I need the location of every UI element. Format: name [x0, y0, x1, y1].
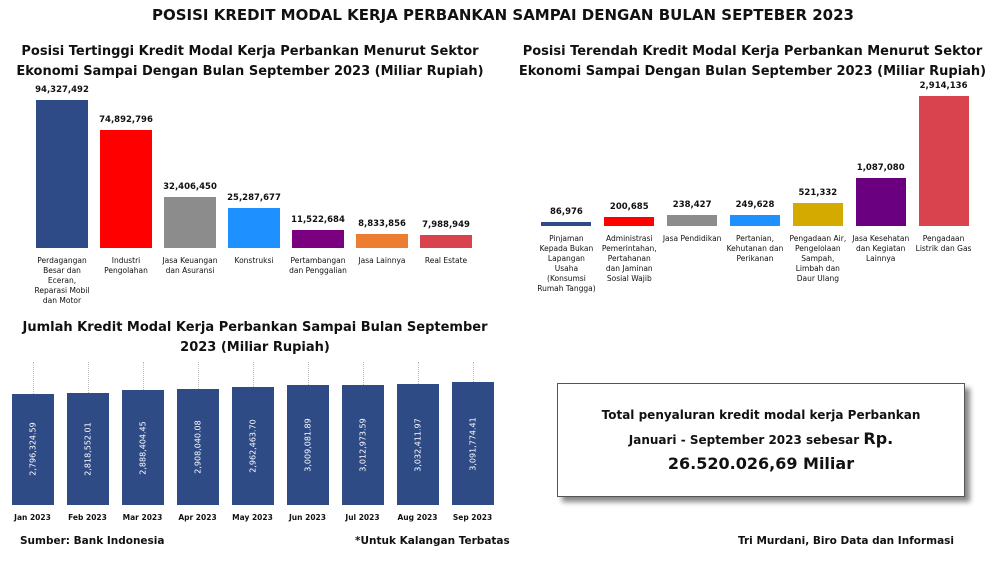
chart-title: Posisi Terendah Kredit Modal Kerja Perba…	[518, 44, 987, 79]
note: *Untuk Kalangan Terbatas	[355, 535, 510, 547]
guide-line	[197, 362, 199, 390]
x-tick-label: Jasa Keuangan dan Asuransi	[162, 256, 218, 275]
bar	[286, 385, 329, 505]
guide-line	[142, 362, 144, 391]
bar	[604, 217, 655, 226]
bar	[231, 387, 274, 505]
x-tick-label: Jasa Kesehatan dan Kegiatan Lainnya	[852, 234, 910, 263]
value-label: 521,332	[798, 187, 838, 198]
value-label: 2,818,552.01	[83, 422, 92, 476]
value-label: 249,628	[735, 199, 775, 210]
x-tick-label: Administrasi Pemerintahan, Pertahanan da…	[601, 234, 657, 283]
bar	[292, 229, 344, 248]
value-label: 3,012,973.59	[358, 418, 367, 472]
chart-title: Jumlah Kredit Modal Kerja Perbankan Samp…	[22, 320, 488, 355]
x-tick-label: Jan 2023	[14, 513, 51, 522]
bar	[730, 214, 780, 226]
value-label: 1,087,080	[856, 162, 905, 173]
value-label: 8,833,856	[358, 219, 406, 230]
x-tick-label: Industri Pengolahan	[104, 256, 148, 275]
x-tick-label: Feb 2023	[68, 513, 107, 522]
x-tick-label: Aug 2023	[397, 513, 438, 522]
bar	[164, 197, 216, 248]
bar	[420, 235, 472, 248]
x-tick-label: May 2023	[232, 513, 273, 522]
bar	[228, 208, 280, 248]
x-tick-label: Pinjaman Kepada Bukan Lapangan Usaha (Ko…	[537, 234, 596, 293]
bar	[396, 384, 439, 505]
chart-title: Posisi Tertinggi Kredit Modal Kerja Perb…	[16, 44, 484, 79]
value-label: 2,962,463.70	[248, 419, 257, 473]
bar	[918, 96, 969, 226]
bar	[66, 392, 109, 505]
x-tick-label: Jasa Lainnya	[358, 256, 406, 265]
bar	[36, 100, 88, 248]
x-tick-label: Jul 2023	[345, 513, 380, 522]
value-label: 3,091,774.41	[468, 416, 477, 471]
x-tick-label: Real Estate	[424, 256, 468, 265]
bar	[11, 393, 54, 505]
guide-line	[87, 362, 89, 393]
x-tick-label: Pertanian, Kehutanan dan Perikanan	[726, 234, 784, 263]
author: Tri Murdani, Biro Data dan Informasi	[738, 535, 955, 547]
x-tick-label: Pengadaan Air, Pengelolaan Sampah, Limba…	[789, 234, 847, 283]
bar	[855, 177, 906, 226]
x-tick-label: Sep 2023	[452, 513, 493, 522]
guide-line	[362, 362, 364, 386]
bar	[100, 130, 152, 248]
bar	[792, 202, 843, 226]
value-label: 2,914,136	[919, 81, 968, 91]
value-label: 238,427	[672, 200, 712, 211]
summary-content: Total penyaluran kredit modal kerja Perb…	[581, 403, 941, 477]
value-label: 7,988,949	[422, 220, 470, 231]
guide-line	[307, 362, 309, 386]
x-tick-label: Jun 2023	[289, 513, 326, 522]
x-tick-label: Mar 2023	[122, 513, 163, 522]
value-label: 86,976	[550, 207, 583, 218]
value-label: 3,032,411.97	[413, 417, 422, 472]
guide-line	[32, 362, 34, 394]
value-label: 74,892,796	[99, 115, 153, 126]
bar	[341, 385, 384, 505]
x-tick-label: Apr 2023	[178, 513, 217, 522]
guide-line	[472, 362, 474, 382]
main-title: POSISI KREDIT MODAL KERJA PERBANKAN SAMP…	[152, 6, 854, 24]
value-label: 2,908,040.08	[193, 420, 202, 474]
summary-amount: Rp. 26.520.026,69 Miliar	[667, 429, 894, 473]
bar	[541, 222, 592, 226]
value-label: 2,796,324.59	[28, 422, 37, 477]
summary-text: Total penyaluran kredit modal kerja Perb…	[601, 408, 921, 447]
x-tick-label: Konstruksi	[234, 256, 274, 265]
bar	[176, 389, 219, 505]
value-label: 94,327,492	[35, 85, 89, 95]
value-label: 11,522,684	[291, 214, 345, 225]
source: Sumber: Bank Indonesia	[20, 535, 165, 547]
guide-line	[417, 362, 419, 385]
guide-line	[252, 362, 254, 388]
value-label: 25,287,677	[227, 193, 281, 204]
value-label: 32,406,450	[163, 182, 217, 193]
bar	[667, 215, 718, 226]
x-tick-label: Pertambangan dan Penggalian	[289, 256, 347, 275]
x-tick-label: Perdagangan Besar dan Eceran, Reparasi M…	[34, 256, 90, 305]
value-label: 200,685	[609, 202, 649, 213]
summary-box: Total penyaluran kredit modal kerja Perb…	[557, 383, 965, 497]
x-tick-label: Pengadaan Listrik dan Gas	[915, 234, 972, 253]
bar	[451, 382, 494, 505]
x-tick-label: Jasa Pendidikan	[662, 234, 722, 243]
value-label: 3,009,081.89	[303, 418, 312, 472]
value-label: 2,888,404.45	[138, 420, 147, 475]
bar	[356, 234, 408, 248]
bar	[121, 390, 164, 505]
